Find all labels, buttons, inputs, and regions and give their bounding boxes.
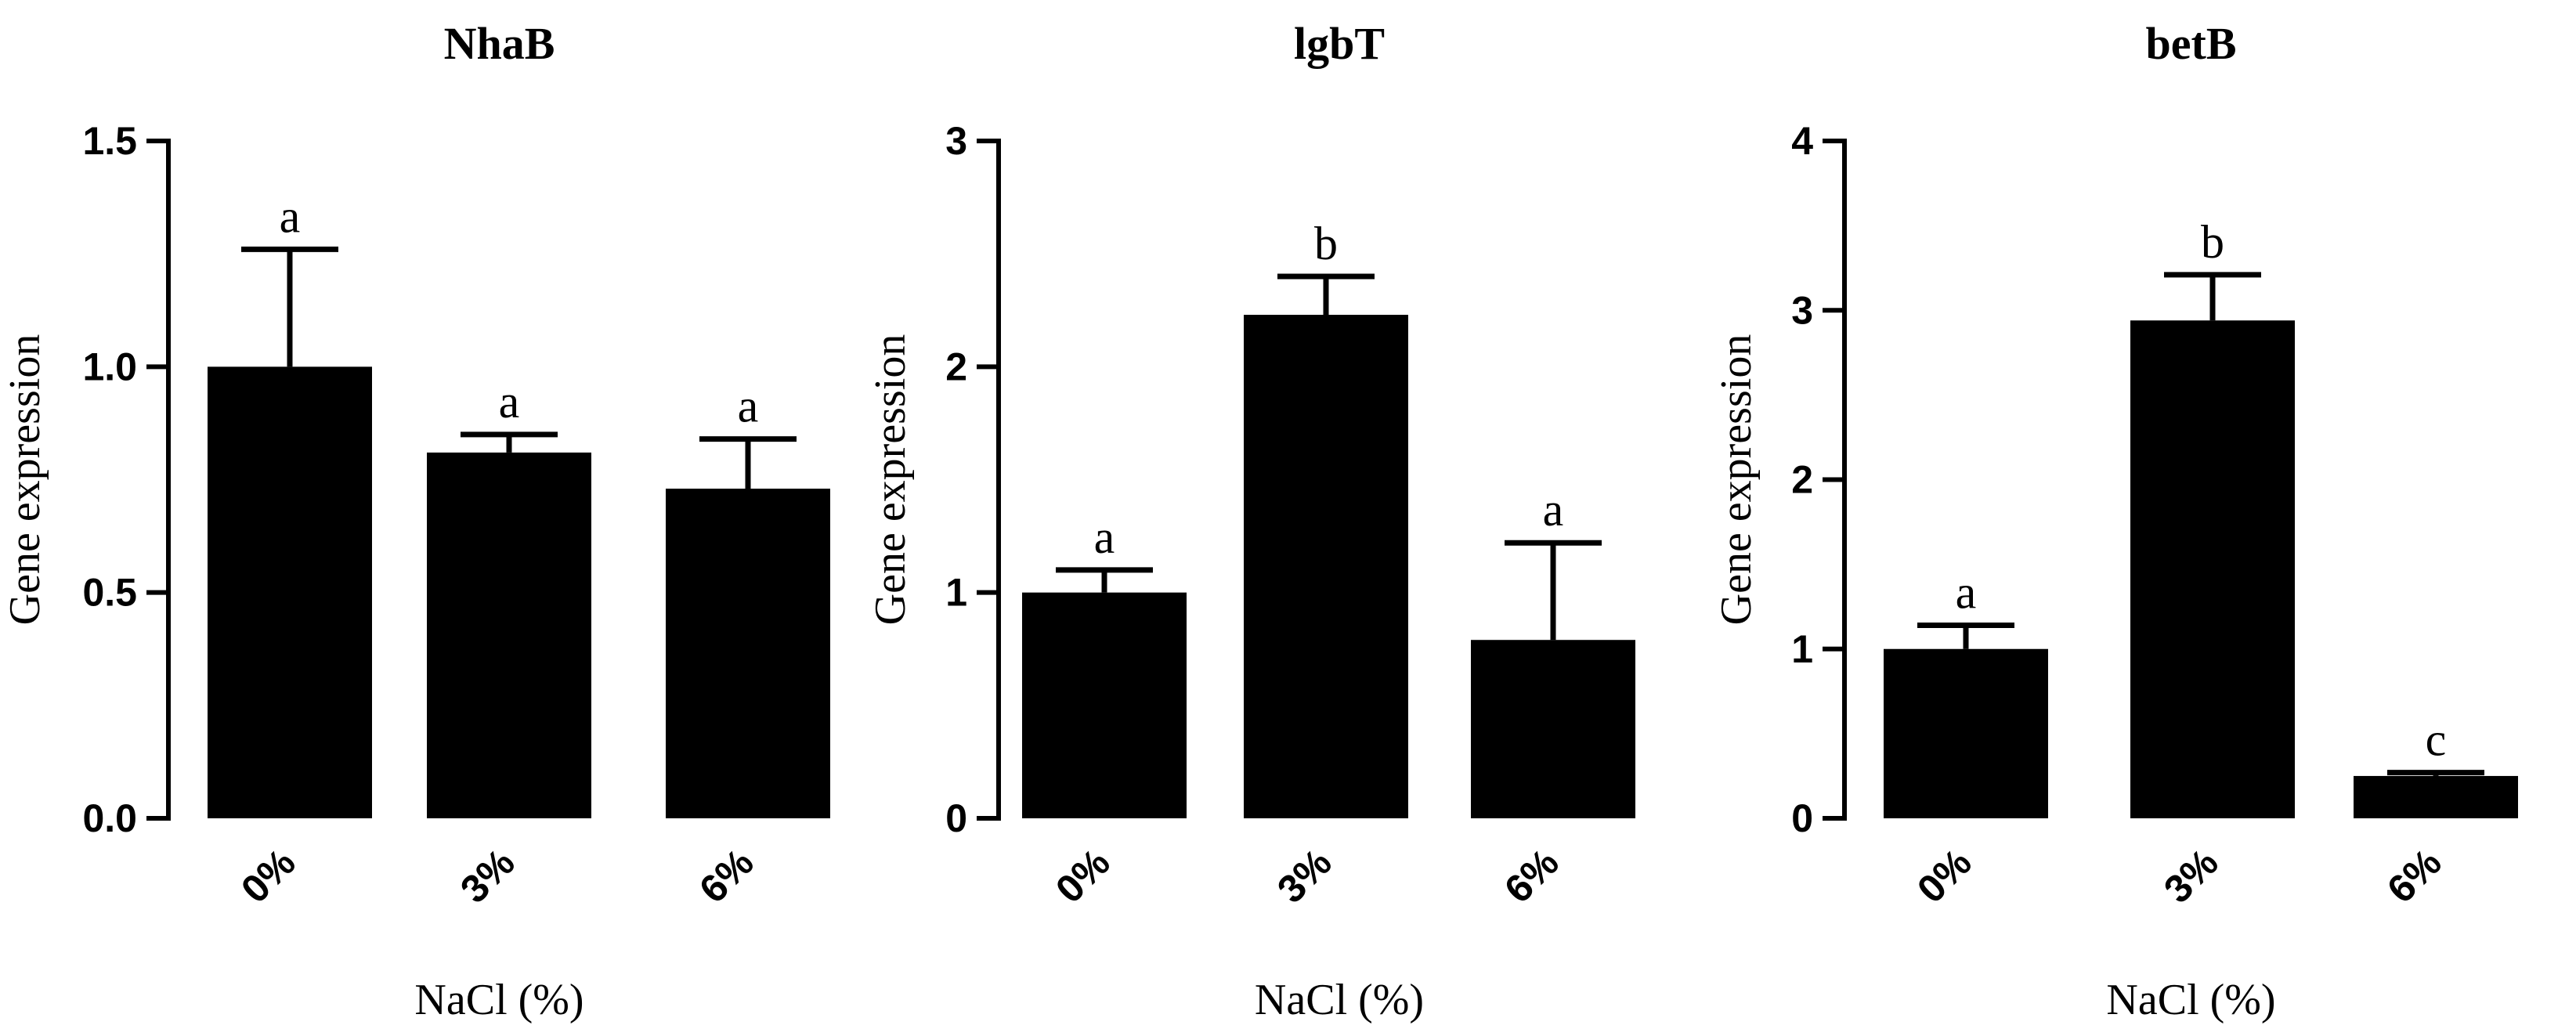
x-category-label: 3% bbox=[2155, 840, 2227, 911]
x-category-label: 6% bbox=[691, 840, 762, 911]
bar-3pct bbox=[427, 452, 591, 818]
significance-letter: b bbox=[1314, 218, 1338, 269]
chart-title: betB bbox=[2146, 18, 2237, 69]
x-axis-label: NaCl (%) bbox=[414, 976, 583, 1024]
y-tick-label: 2 bbox=[945, 345, 967, 388]
x-axis-label: NaCl (%) bbox=[2106, 976, 2275, 1024]
x-axis-label: NaCl (%) bbox=[1255, 976, 1424, 1024]
significance-letter: a bbox=[1543, 484, 1564, 536]
bar-3pct bbox=[2130, 320, 2295, 819]
x-category-label: 6% bbox=[2379, 840, 2450, 911]
significance-letter: a bbox=[1094, 511, 1115, 563]
y-tick-label: 3 bbox=[945, 119, 967, 163]
bar-6pct bbox=[666, 489, 830, 818]
x-category-label: 3% bbox=[1269, 840, 1340, 911]
x-category-label: 0% bbox=[233, 840, 304, 911]
chart-panel-3: betB 0 1 2 3 4 Gene expression a 0% b 3% c 6% NaCl (%… bbox=[1712, 18, 2518, 1024]
chart-title: NhaB bbox=[444, 18, 555, 69]
x-category-label: 6% bbox=[1496, 840, 1567, 911]
chart-panel-2: lgbT 0 1 2 3 Gene expression a 0% b 3% a 6% NaCl (%) bbox=[866, 18, 1635, 1024]
y-axis-label: Gene expression bbox=[1712, 334, 1761, 626]
bar-3pct bbox=[1244, 315, 1408, 818]
y-tick-label: 0 bbox=[1791, 796, 1813, 840]
y-axis-label: Gene expression bbox=[1, 334, 49, 626]
bar-0pct bbox=[1884, 648, 2048, 818]
x-category-label: 0% bbox=[1047, 840, 1118, 911]
chart-panel-1: NhaB 0.0 0.5 1.0 1.5 Gene expression a 0% a 3% a 6%… bbox=[1, 18, 830, 1024]
y-tick-label: 1 bbox=[1791, 627, 1813, 671]
bar-6pct bbox=[1471, 640, 1635, 818]
y-axis-label: Gene expression bbox=[866, 334, 915, 626]
chart-title: lgbT bbox=[1294, 18, 1385, 69]
y-tick-label: 0.5 bbox=[82, 571, 137, 615]
x-category-label: 3% bbox=[452, 840, 523, 911]
bar-0pct bbox=[1022, 592, 1187, 818]
y-tick-label: 0 bbox=[945, 796, 967, 840]
y-tick-label: 1.5 bbox=[82, 119, 137, 163]
significance-letter: b bbox=[2201, 216, 2224, 268]
y-tick-label: 3 bbox=[1791, 288, 1813, 332]
significance-letter: a bbox=[1956, 566, 1977, 618]
bar-6pct bbox=[2354, 775, 2518, 818]
y-tick-label: 0.0 bbox=[82, 796, 137, 840]
y-tick-label: 1.0 bbox=[82, 345, 137, 388]
x-category-label: 0% bbox=[1909, 840, 1980, 911]
significance-letter: a bbox=[499, 376, 520, 428]
y-tick-label: 1 bbox=[945, 571, 967, 615]
significance-letter: a bbox=[738, 381, 759, 432]
significance-letter: c bbox=[2426, 714, 2447, 766]
significance-letter: a bbox=[280, 190, 301, 242]
y-tick-label: 4 bbox=[1791, 119, 1813, 163]
bar-0pct bbox=[208, 366, 372, 818]
y-tick-label: 2 bbox=[1791, 458, 1813, 502]
